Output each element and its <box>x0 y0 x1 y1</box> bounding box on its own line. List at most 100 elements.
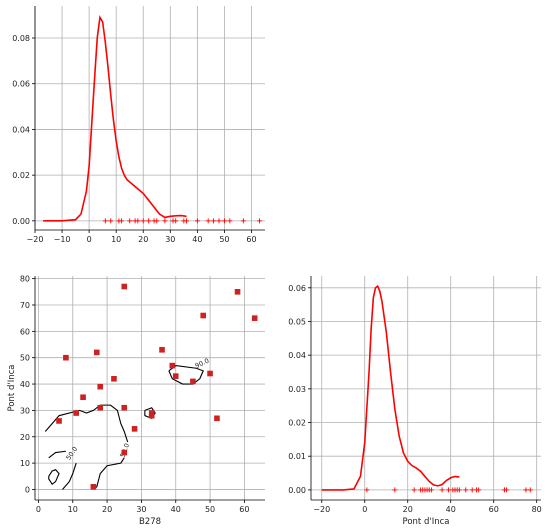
top-left-rug-marker <box>127 218 133 224</box>
bottom-right-rug-marker <box>476 487 482 493</box>
bottom-right-xtick-label: 80 <box>532 505 542 514</box>
bottom-right-ytick-label: 0.00 <box>288 486 306 495</box>
top-left-xtick-label: 40 <box>192 235 202 244</box>
bottom-left-point <box>159 346 165 353</box>
bottom-left-contour-line <box>48 469 60 485</box>
bottom-left-ytick-label: 20 <box>20 433 30 442</box>
bottom-left-point <box>207 370 213 377</box>
bottom-left-xtick-label: 60 <box>239 505 249 514</box>
bottom-right-xtick-label: 40 <box>446 505 456 514</box>
bottom-left-xtick-label: 30 <box>136 505 146 514</box>
bottom-left-point <box>190 378 196 385</box>
top-left-rug-marker <box>211 218 217 224</box>
bottom-right-xtick-label: 60 <box>489 505 499 514</box>
top-left-xtick-label: −10 <box>54 235 71 244</box>
bottom-left-contour-label: 50.0 <box>64 445 79 461</box>
top-left-ytick-label: 0.06 <box>12 80 30 89</box>
bottom-left-xtick-label: 0 <box>36 505 41 514</box>
top-left-ytick-label: 0.00 <box>12 217 30 226</box>
top-left-rug-marker <box>227 218 233 224</box>
top-left-rug-marker <box>216 218 222 224</box>
bottom-right-ytick-label: 0.03 <box>288 385 306 394</box>
bottom-right-ytick-label: 0.06 <box>288 284 306 293</box>
bottom-left-point <box>148 412 155 419</box>
top-left-rug-marker <box>146 218 152 224</box>
bottom-left-ytick-label: 70 <box>20 301 30 310</box>
kde-b278-panel: −20 −10 0 10 20 30 40 50 60 0.00 0.02 0.04 0.06 0.08 <box>12 6 265 244</box>
bottom-left-contour-line <box>48 450 66 459</box>
bottom-left-xtick-label: 50 <box>205 505 215 514</box>
bottom-left-ytick-label: 80 <box>20 275 30 284</box>
top-left-xtick-label: 60 <box>246 235 256 244</box>
top-left-rug-marker <box>205 218 211 224</box>
bottom-left-contour-label: 90.0 <box>194 357 211 370</box>
top-left-rug-marker <box>140 218 146 224</box>
bottom-left-ytick-label: 50 <box>20 354 30 363</box>
bottom-left-ytick-label: 30 <box>20 406 30 415</box>
bottom-left-point <box>56 418 62 424</box>
bottom-left-point <box>93 349 100 356</box>
bottom-right-xtick-label: 0 <box>362 505 367 514</box>
bottom-right-rug-marker <box>527 487 533 493</box>
top-left-xtick-label: 50 <box>219 235 229 244</box>
bottom-left-point <box>63 354 69 361</box>
bottom-right-xtick-label: −20 <box>313 505 330 514</box>
bottom-left-xtick-label: 10 <box>68 505 78 514</box>
bottom-left-point <box>234 289 241 295</box>
top-left-rug-marker <box>257 218 263 224</box>
bottom-right-rug-marker <box>392 487 398 493</box>
bottom-right-rug-marker <box>463 487 469 493</box>
bottom-left-point <box>121 449 128 456</box>
bottom-left-point <box>90 484 97 490</box>
bottom-right-rug-marker <box>364 487 370 493</box>
bottom-left-point <box>121 283 128 290</box>
top-left-rug-marker <box>119 218 125 224</box>
bottom-right-rug-marker <box>411 487 417 493</box>
top-left-ytick-label: 0.08 <box>12 34 30 43</box>
bottom-left-point <box>131 426 138 432</box>
bottom-right-ytick-label: 0.01 <box>288 452 306 461</box>
bottom-right-rug-marker <box>456 487 462 493</box>
bottom-left-ytick-label: 40 <box>20 380 30 389</box>
bottom-left-point <box>80 394 86 401</box>
bottom-right-kde-line <box>321 284 460 491</box>
bottom-right-rug-marker <box>469 487 475 493</box>
top-left-rug-marker <box>108 218 114 224</box>
bottom-right-ytick-label: 0.02 <box>288 419 306 428</box>
bottom-left-point <box>200 312 207 319</box>
top-left-rug-marker <box>162 218 168 224</box>
top-left-rug-marker <box>184 218 190 224</box>
bottom-right-xtick-label: 20 <box>403 505 413 514</box>
bottom-left-point <box>73 410 79 416</box>
top-left-xtick-label: 0 <box>87 235 92 244</box>
bottom-right-rug-marker <box>523 487 529 493</box>
bottom-left-point <box>251 315 258 321</box>
top-left-rug-marker <box>194 218 200 224</box>
top-left-xtick-label: 20 <box>138 235 148 244</box>
kde-pont-dinca-panel: −20 0 20 40 60 80 0.00 0.01 0.02 0.03 0.04 0.05 0.06… <box>288 276 542 527</box>
bottom-right-rug-marker <box>439 487 445 493</box>
bottom-right-ytick-label: 0.04 <box>288 351 306 360</box>
bottom-right-ytick-label: 0.05 <box>288 317 306 326</box>
bottom-right-xlabel: Pont d'Inca <box>403 517 450 527</box>
bottom-left-ytick-label: 0 <box>25 485 30 494</box>
top-left-xtick-label: −20 <box>27 235 44 244</box>
top-left-rug-marker <box>102 218 108 224</box>
bottom-right-rug-marker <box>446 487 452 493</box>
bottom-left-xlabel: B278 <box>139 517 161 527</box>
bottom-left-contour-line <box>93 457 125 490</box>
bottom-left-contour-line <box>168 365 204 385</box>
top-left-ytick-label: 0.04 <box>12 125 30 134</box>
bottom-left-ytick-label: 10 <box>20 459 30 468</box>
top-left-rug-marker <box>221 218 227 224</box>
bottom-left-contour-line <box>62 462 77 490</box>
top-left-ytick-label: 0.02 <box>12 171 30 180</box>
bottom-right-rug-marker <box>504 487 510 493</box>
top-left-xtick-label: 10 <box>111 235 121 244</box>
bottom-right-rug-marker <box>428 487 434 493</box>
bottom-left-point <box>111 375 117 382</box>
top-left-xtick-label: 30 <box>165 235 175 244</box>
top-left-rug-marker <box>240 218 246 224</box>
bottom-left-point <box>97 404 104 411</box>
